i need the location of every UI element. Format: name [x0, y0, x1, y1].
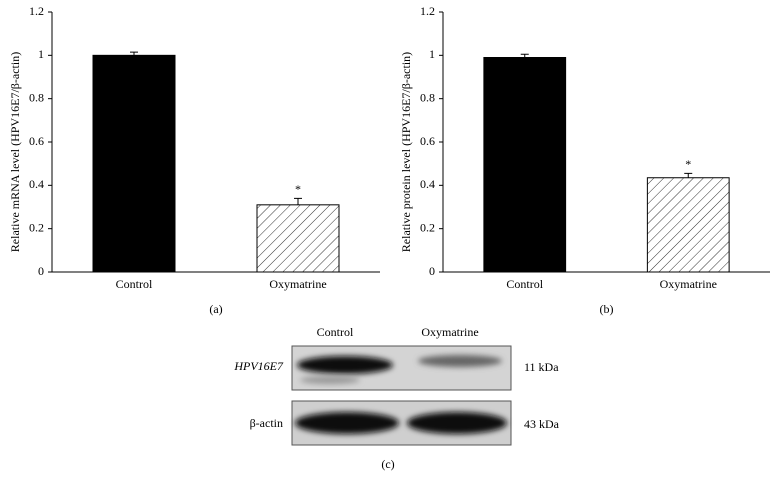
y-tick-label: 1.2	[420, 4, 435, 18]
y-tick-label: 1	[429, 47, 435, 61]
band	[297, 356, 393, 374]
band	[418, 355, 502, 367]
y-tick-label: 0.6	[29, 134, 44, 148]
y-axis-label: Relative mRNA level (HPV16E7/β-actin)	[8, 52, 22, 252]
annotation: *	[685, 157, 691, 171]
error-bar	[130, 51, 138, 56]
row-label: HPV16E7	[233, 359, 284, 373]
size-label: 11 kDa	[524, 360, 559, 374]
y-tick-label: 0.8	[29, 90, 44, 104]
y-tick-label: 0.2	[29, 220, 44, 234]
bar	[92, 54, 176, 273]
y-tick-label: 1.2	[29, 4, 44, 18]
y-tick-label: 0.2	[420, 220, 435, 234]
bar	[483, 57, 567, 273]
caption: (b)	[600, 302, 614, 316]
lane-label: Oxymatrine	[421, 325, 478, 339]
blot: Control Oxymatrine HPV16E7 11 kDa β-acti…	[233, 325, 559, 471]
y-tick-label: 0	[429, 264, 435, 278]
y-tick-label: 0.8	[420, 90, 435, 104]
row-label: β-actin	[250, 416, 283, 430]
lane-label: Control	[317, 325, 354, 339]
x-tick-label: Control	[506, 277, 543, 291]
bar	[256, 204, 340, 273]
y-tick-label: 0.4	[420, 177, 435, 191]
band	[407, 412, 507, 434]
x-tick-label: Control	[116, 277, 153, 291]
y-tick-label: 0.4	[29, 177, 44, 191]
annotation: *	[295, 182, 301, 196]
caption: (c)	[381, 457, 394, 471]
band	[300, 376, 360, 384]
x-tick-label: Oxymatrine	[660, 277, 717, 291]
y-tick-label: 0.6	[420, 134, 435, 148]
error-bar	[294, 197, 302, 205]
band	[295, 412, 399, 434]
error-bar	[520, 53, 529, 58]
y-axis-label: Relative protein level (HPV16E7/β-actin)	[399, 52, 413, 252]
x-tick-label: Oxymatrine	[269, 277, 326, 291]
caption: (a)	[209, 302, 222, 316]
y-tick-label: 0	[38, 264, 44, 278]
y-tick-label: 1	[38, 47, 44, 61]
error-bar	[684, 172, 693, 178]
size-label: 43 kDa	[524, 417, 560, 431]
bar	[646, 177, 730, 273]
